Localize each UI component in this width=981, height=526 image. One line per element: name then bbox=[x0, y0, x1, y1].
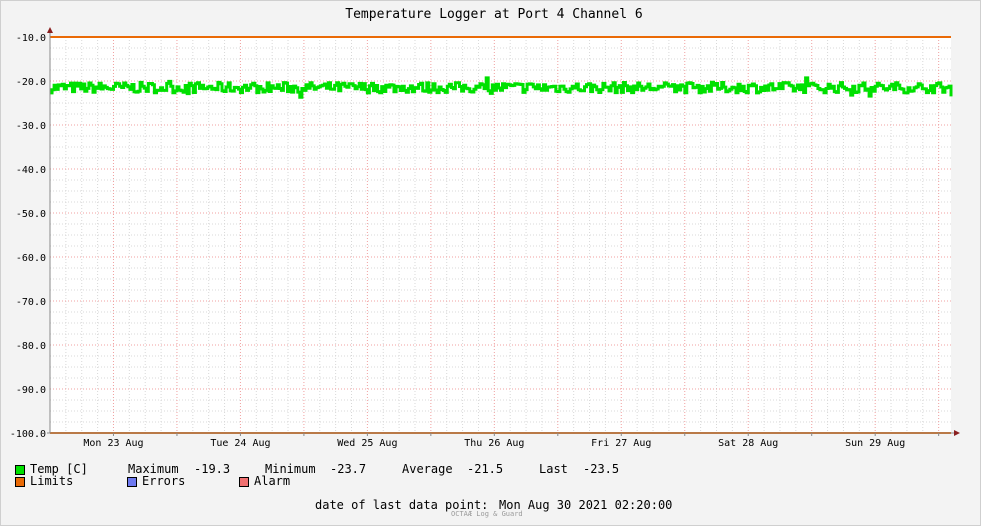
stat-maximum-value: -19.3 bbox=[194, 462, 231, 476]
axes bbox=[47, 27, 960, 436]
stat-last-label: Last bbox=[539, 462, 568, 476]
minor-grid bbox=[50, 37, 951, 433]
y-tick-label: -90.0 bbox=[16, 385, 46, 396]
x-tick-label: Fri 27 Aug bbox=[591, 438, 651, 449]
y-tick-label: -30.0 bbox=[16, 121, 46, 132]
legend-limits-swatch bbox=[15, 477, 25, 487]
legend-errors-label: Errors bbox=[142, 474, 186, 488]
y-tick-label: -20.0 bbox=[16, 77, 46, 88]
temp-line bbox=[50, 76, 953, 99]
y-tick-label: -40.0 bbox=[16, 165, 46, 176]
legend-errors-swatch bbox=[127, 477, 137, 487]
legend-temp-swatch bbox=[15, 465, 25, 475]
last-data-point-value: Mon Aug 30 2021 02:20:00 bbox=[499, 498, 673, 512]
x-tick-label: Sat 28 Aug bbox=[718, 438, 778, 449]
y-tick-label: -100.0 bbox=[10, 429, 46, 440]
stat-average-value: -21.5 bbox=[467, 462, 504, 476]
stat-average-label: Average bbox=[402, 462, 453, 476]
y-axis-arrow bbox=[47, 27, 53, 33]
x-tick-label: Thu 26 Aug bbox=[464, 438, 524, 449]
stat-minimum-label: Minimum bbox=[265, 462, 316, 476]
x-tick-labels: Mon 23 Aug Tue 24 Aug Wed 25 Aug Thu 26 Aug… bbox=[83, 438, 905, 449]
brand-watermark: OCTAÆ Log & Guard bbox=[451, 510, 523, 518]
y-tick-label: -60.0 bbox=[16, 253, 46, 264]
legend-alarm-swatch bbox=[239, 477, 249, 487]
legend-temp-label: Temp [C] bbox=[30, 462, 88, 476]
y-tick-labels: -10.0 -20.0 -30.0 -40.0 -50.0 -60.0 -70.0 -80.0… bbox=[10, 33, 46, 440]
series-temp bbox=[50, 76, 953, 99]
x-tick-label: Tue 24 Aug bbox=[210, 438, 270, 449]
stat-last-value: -23.5 bbox=[583, 462, 620, 476]
last-data-point-label: date of last data point: bbox=[315, 498, 489, 512]
y-tick-label: -70.0 bbox=[16, 297, 46, 308]
stat-maximum-label: Maximum bbox=[128, 462, 179, 476]
x-axis-arrow bbox=[954, 430, 960, 436]
y-tick-label: -80.0 bbox=[16, 341, 46, 352]
x-tick-label: Sun 29 Aug bbox=[845, 438, 905, 449]
x-tick-label: Mon 23 Aug bbox=[83, 438, 143, 449]
chart-title: Temperature Logger at Port 4 Channel 6 bbox=[345, 7, 642, 22]
x-tick-label: Wed 25 Aug bbox=[337, 438, 397, 449]
legend-alarm-label: Alarm bbox=[254, 474, 291, 488]
stat-minimum-value: -23.7 bbox=[330, 462, 367, 476]
legend-limits-label: Limits bbox=[30, 474, 74, 488]
y-tick-label: -50.0 bbox=[16, 209, 46, 220]
y-tick-label: -10.0 bbox=[16, 33, 46, 44]
